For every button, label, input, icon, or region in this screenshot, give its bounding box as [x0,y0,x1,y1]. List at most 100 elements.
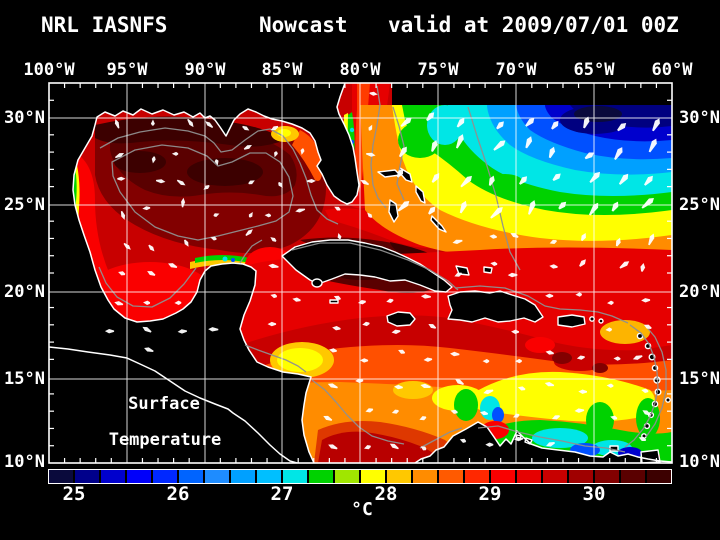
vector-arrow-icon [579,259,586,267]
vector-arrow-icon [485,442,494,447]
vector-arrow-icon [584,152,595,160]
vector-arrow-icon [328,444,338,450]
vector-arrow-icon [181,197,186,208]
vector-arrow-icon [490,207,503,219]
vector-arrow-icon [578,389,588,394]
lat-tick-label: 20°N [679,282,720,302]
vector-arrow-icon [459,200,467,214]
colorbar-cell [517,470,541,483]
vector-arrow-icon [214,159,219,166]
vector-arrow-icon [397,200,410,212]
colorbar-cell [595,470,619,483]
vector-arrow-icon [187,118,194,128]
vector-arrow-icon [184,239,189,247]
annotation-temperature: Temperature [108,430,222,450]
title-valid-time: valid at 2009/07/01 00Z [388,13,679,37]
graticule-grid [49,83,672,463]
vector-arrow-icon [118,271,126,276]
lon-tick-label: 80°W [339,60,381,80]
vector-arrow-icon [270,293,278,299]
vector-arrow-icon [357,300,366,305]
lon-tick-label: 70°W [495,60,537,80]
vector-arrow-icon [155,179,166,184]
temperature-colorbar [48,469,672,484]
colorbar-cell [543,470,567,483]
colorbar-cell [127,470,151,483]
vector-arrow-icon [114,118,120,129]
colorbar-cell [413,470,437,483]
vector-arrow-icon [142,206,151,211]
vector-arrow-icon [355,378,364,383]
vector-arrow-icon [104,328,115,334]
map-frame [48,82,673,464]
vector-arrow-icon [151,156,156,164]
vector-arrow-icon [613,356,621,361]
vector-arrow-icon [120,210,126,220]
vector-arrow-icon [203,184,210,190]
lon-tick-label: 65°W [573,60,615,80]
colorbar-cell [205,470,229,483]
vector-arrow-icon [610,415,618,420]
vector-arrow-icon [452,239,463,245]
colorbar-tick-label: 30 [582,483,606,505]
vector-arrow-icon [268,263,279,269]
lon-tick-label: 60°W [651,60,693,80]
vector-arrow-icon [545,350,554,355]
vector-arrow-icon [510,233,519,238]
vector-arrow-icon [489,234,497,239]
vector-arrow-icon [583,116,590,129]
vector-arrow-icon [607,300,614,306]
vector-arrow-icon [300,148,305,155]
vector-arrow-icon [292,297,301,302]
vector-arrow-icon [242,125,250,131]
vector-arrow-icon [460,175,472,188]
coastline-gulf-centam [72,83,360,463]
vector-arrow-icon [270,237,277,242]
vector-arrow-icon [548,146,556,159]
axis-minor-ticks [49,83,672,463]
colorbar-tick-label: 26 [166,483,190,505]
vector-arrow-icon [546,442,555,447]
vector-arrow-icon [493,140,506,151]
lat-tick-label: 30°N [679,108,720,128]
vector-arrow-icon [419,416,427,421]
vector-arrow-icon [479,410,489,416]
vector-arrow-icon [528,200,536,215]
vector-arrow-icon [398,146,407,158]
vector-arrow-icon [482,358,490,364]
vector-arrow-icon [144,347,154,353]
vector-arrow-icon [496,121,504,130]
vector-arrow-icon [176,179,186,186]
vector-arrow-icon [115,152,125,159]
vector-arrow-icon [614,147,623,160]
vector-arrow-icon [455,379,464,385]
colorbar-cell [49,470,73,483]
lon-tick-label: 90°W [184,60,226,80]
vector-arrow-icon [619,261,630,269]
vector-arrow-icon [270,125,279,131]
vector-arrow-icon [549,264,558,269]
island-eleuthera [415,185,426,204]
colorbar-tick-label: 27 [270,483,294,505]
lat-tick-label: 10°N [679,452,720,472]
vector-arrow-icon [333,295,341,300]
vector-arrow-icon [334,206,341,211]
colorbar-cell [361,470,385,483]
vector-arrow-icon [648,138,657,153]
vector-arrow-icon [400,117,412,127]
vector-arrow-icon [243,145,252,150]
lat-tick-label: 15°N [679,369,720,389]
vector-arrow-icon [171,151,179,156]
vector-arrow-icon [177,329,187,334]
vector-arrow-icon [394,384,403,390]
vector-arrow-icon [643,324,652,329]
vector-arrow-icon [359,358,369,363]
vector-arrow-icon [638,436,647,441]
vector-arrow-icon [332,325,341,331]
colorbar-cell [257,470,281,483]
title-model: NRL IASNFS [41,13,168,37]
lat-tick-label: 30°N [4,108,45,128]
vector-arrow-icon [551,120,559,130]
